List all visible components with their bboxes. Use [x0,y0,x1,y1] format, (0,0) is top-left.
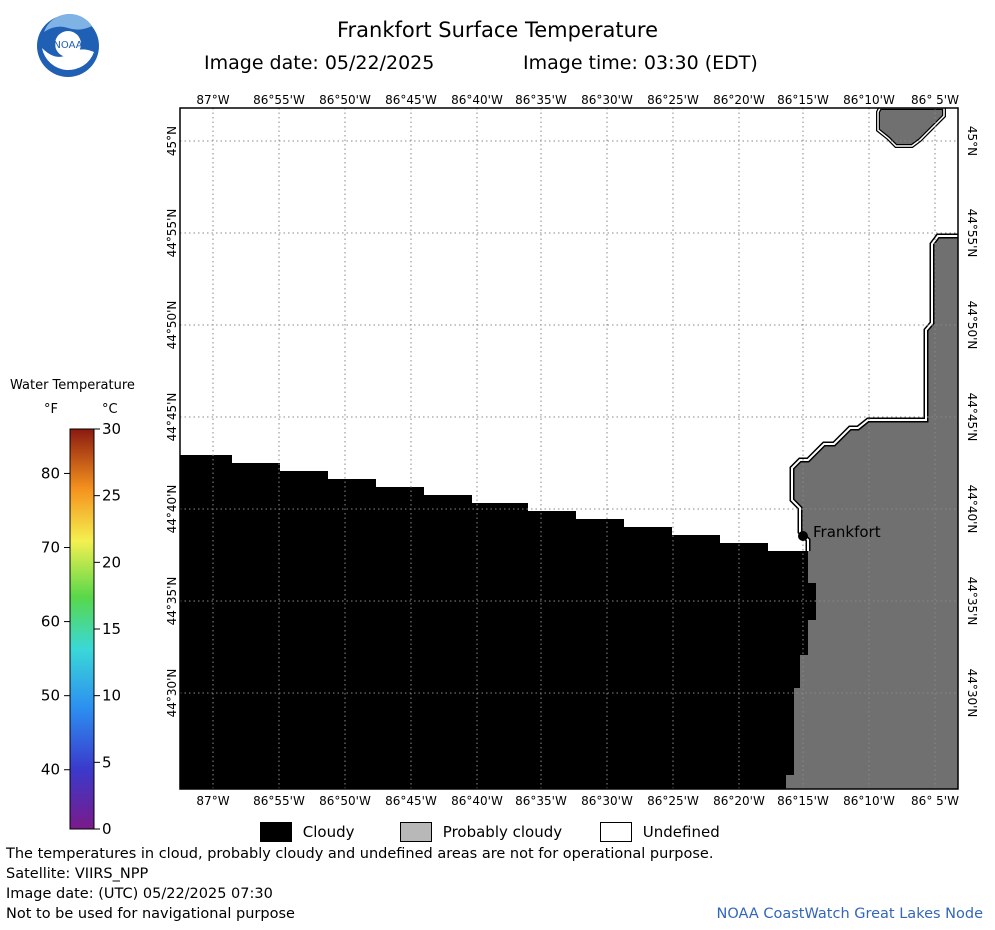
logo-text: NOAA [53,40,82,51]
lon-label-top: 87°W [196,93,229,107]
page-title: Frankfort Surface Temperature [336,18,658,42]
lat-label-right: 44°50'N [965,301,979,350]
lat-label-right: 44°45'N [965,393,979,442]
legend-swatch-probably-cloudy [400,822,432,842]
city-label-frankfort: Frankfort [813,523,881,541]
image-time: Image time: 03:30 (EDT) [523,52,758,74]
lat-label-left: 44°45'N [165,393,179,442]
footer-credit-link[interactable]: NOAA CoastWatch Great Lakes Node [716,906,983,922]
legend-cloudy: Cloudy [260,822,355,842]
colorbar-title: Water Temperature [10,378,135,393]
city-marker-frankfort [798,531,808,541]
lon-label-bottom: 86° 5'W [911,794,959,808]
lat-label-left: 44°35'N [165,577,179,626]
footer-nav-note: Not to be used for navigational purpose [6,906,295,922]
lon-label-top: 86°35'W [515,93,567,107]
legend-label-cloudy: Cloudy [302,823,355,841]
colorbar-gradient [69,428,95,830]
legend-swatch-cloudy [260,822,292,842]
footer-satellite: Satellite: VIIRS_NPP [6,866,149,882]
lon-label-bottom: 86°45'W [385,794,437,808]
lon-label-top: 86°30'W [581,93,633,107]
lon-label-top: 86°15'W [777,93,829,107]
lat-label-right: 44°40'N [965,485,979,534]
lon-label-bottom: 86°55'W [253,794,305,808]
graticule [180,108,958,789]
footer-utc-date: Image date: (UTC) 05/22/2025 07:30 [6,886,273,902]
map-frame [179,107,959,790]
lon-label-bottom: 86°20'W [713,794,765,808]
legend-undefined: Undefined [600,822,720,842]
lon-label-top: 86°25'W [647,93,699,107]
lon-label-top: 86°10'W [843,93,895,107]
legend-label-undefined: Undefined [642,823,720,841]
lon-label-top: 86°55'W [253,93,305,107]
lat-label-left: 44°40'N [165,485,179,534]
colorbar-label-c: 20 [102,553,121,571]
colorbar-label-c: 0 [102,820,112,838]
colorbar-label-c: 30 [102,420,121,438]
colorbar-label-f: 80 [41,464,60,482]
lon-label-bottom: 87°W [196,794,229,808]
lon-label-top: 86°45'W [385,93,437,107]
lon-label-top: 86°50'W [319,93,371,107]
lat-label-left: 44°55'N [165,209,179,258]
lon-label-bottom: 86°10'W [843,794,895,808]
colorbar-label-f: 70 [41,539,60,557]
lon-label-top: 86°40'W [451,93,503,107]
lon-label-bottom: 86°30'W [581,794,633,808]
lat-label-left: 45°N [165,126,179,156]
cloudy-region [180,455,816,789]
colorbar-unit-c: °C [102,402,118,417]
colorbar-label-c: 25 [102,487,121,505]
lon-label-top: 86°20'W [713,93,765,107]
colorbar-label-f: 60 [41,613,60,631]
noaa-logo-icon: NOAA [37,14,99,77]
colorbar-label-f: 40 [41,761,60,779]
lat-label-left: 44°30'N [165,669,179,718]
footer-note: The temperatures in cloud, probably clou… [6,846,714,862]
lat-label-right: 44°30'N [965,669,979,718]
lat-label-right: 44°35'N [965,577,979,626]
legend-probably-cloudy: Probably cloudy [400,822,562,842]
legend-swatch-undefined [600,822,632,842]
colorbar-label-f: 50 [41,687,60,705]
lon-label-bottom: 86°50'W [319,794,371,808]
lon-label-bottom: 86°25'W [647,794,699,808]
lon-label-bottom: 86°35'W [515,794,567,808]
lon-label-top: 86° 5'W [911,93,959,107]
colorbar: 40 50 60 70 80 0 5 10 15 20 25 30 [41,420,121,838]
colorbar-label-c: 15 [102,620,121,638]
lon-label-bottom: 86°40'W [451,794,503,808]
probably-cloudy-region [786,236,958,789]
image-date: Image date: 05/22/2025 [204,52,435,74]
colorbar-label-c: 5 [102,753,112,771]
lat-label-left: 44°50'N [165,301,179,350]
colorbar-label-c: 10 [102,687,121,705]
lat-label-right: 45°N [965,126,979,156]
lat-label-right: 44°55'N [965,209,979,258]
legend-label-probably-cloudy: Probably cloudy [442,823,563,841]
colorbar-unit-f: °F [44,402,58,417]
lon-label-bottom: 86°15'W [777,794,829,808]
